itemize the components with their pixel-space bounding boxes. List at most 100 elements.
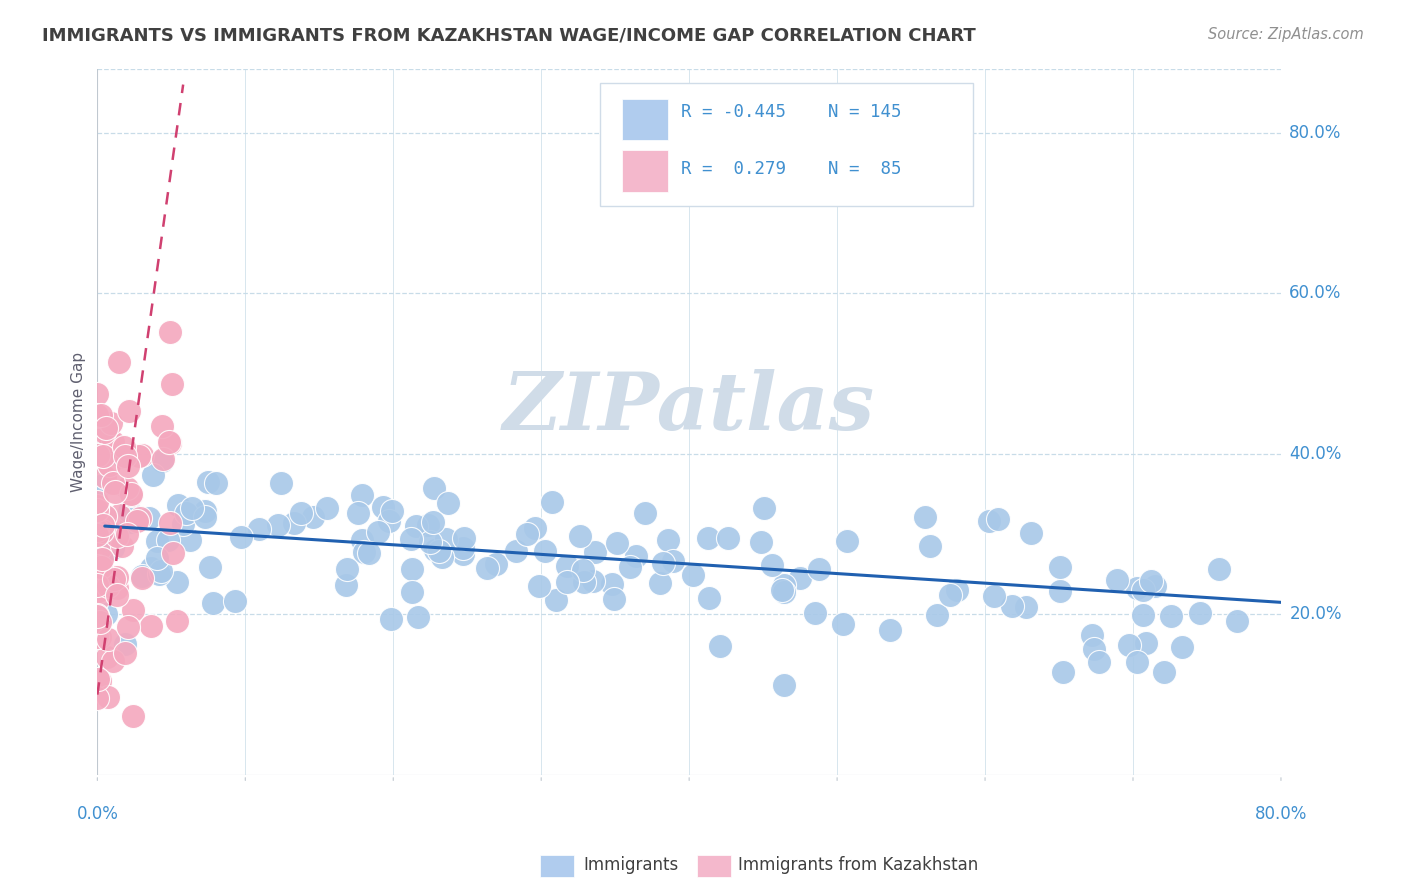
Point bbox=[770, 583, 793, 598]
Point bbox=[347, 506, 370, 520]
Point bbox=[353, 545, 375, 559]
Point bbox=[437, 496, 460, 510]
Point bbox=[86, 503, 108, 517]
Point bbox=[108, 508, 131, 523]
Point bbox=[121, 709, 143, 723]
Point bbox=[128, 511, 150, 525]
Point bbox=[101, 541, 124, 555]
Point bbox=[378, 514, 401, 528]
Point bbox=[114, 449, 136, 463]
Point bbox=[89, 541, 111, 555]
Point bbox=[1019, 525, 1042, 540]
Point bbox=[717, 531, 740, 545]
Point bbox=[555, 574, 578, 589]
Point bbox=[1052, 665, 1074, 679]
Point bbox=[406, 610, 429, 624]
Point bbox=[108, 354, 131, 368]
Point bbox=[86, 500, 108, 515]
Point bbox=[96, 650, 118, 665]
Point bbox=[430, 549, 453, 564]
Point bbox=[152, 451, 174, 466]
Point bbox=[115, 481, 138, 495]
Point bbox=[270, 475, 292, 490]
Point bbox=[1171, 640, 1194, 654]
Point bbox=[516, 527, 538, 541]
Point bbox=[197, 475, 219, 490]
Point bbox=[93, 425, 115, 440]
Point bbox=[159, 516, 181, 530]
Point bbox=[166, 614, 188, 628]
Point bbox=[86, 524, 108, 538]
Point bbox=[422, 515, 444, 529]
Point bbox=[229, 530, 252, 544]
Point bbox=[91, 450, 114, 464]
Point bbox=[181, 501, 204, 516]
Point bbox=[301, 510, 323, 524]
Text: 80.0%: 80.0% bbox=[1289, 124, 1341, 142]
Point bbox=[86, 623, 108, 637]
Point bbox=[1189, 607, 1212, 621]
Point bbox=[160, 376, 183, 391]
Point bbox=[97, 690, 120, 704]
Point bbox=[198, 560, 221, 574]
Point bbox=[131, 571, 153, 585]
Point bbox=[381, 504, 404, 518]
Point bbox=[267, 517, 290, 532]
Point bbox=[166, 498, 188, 512]
Point bbox=[453, 541, 475, 555]
Text: Immigrants from Kazakhstan: Immigrants from Kazakhstan bbox=[738, 856, 979, 874]
Point bbox=[1083, 641, 1105, 656]
Point bbox=[152, 419, 174, 434]
Point bbox=[247, 522, 270, 536]
Point bbox=[118, 504, 141, 518]
Point bbox=[120, 487, 142, 501]
FancyBboxPatch shape bbox=[600, 83, 973, 206]
Point bbox=[131, 569, 153, 583]
Point bbox=[682, 567, 704, 582]
Point bbox=[120, 488, 142, 502]
Point bbox=[650, 575, 672, 590]
Point bbox=[179, 533, 201, 547]
Point bbox=[111, 450, 134, 464]
Point bbox=[86, 494, 108, 508]
Point bbox=[987, 512, 1010, 526]
Point bbox=[434, 532, 457, 546]
Point bbox=[661, 554, 683, 568]
Point bbox=[419, 535, 441, 549]
Point bbox=[86, 607, 108, 622]
Point bbox=[335, 577, 357, 591]
Point bbox=[571, 563, 593, 577]
Point bbox=[555, 558, 578, 573]
Point bbox=[104, 485, 127, 500]
Point bbox=[697, 531, 720, 545]
Point bbox=[86, 578, 108, 592]
Point bbox=[101, 654, 124, 668]
Point bbox=[423, 481, 446, 495]
Point bbox=[112, 440, 135, 454]
Text: R =  0.279    N =  85: R = 0.279 N = 85 bbox=[681, 160, 901, 178]
Point bbox=[86, 691, 108, 706]
Point bbox=[166, 574, 188, 589]
Point bbox=[120, 516, 142, 530]
Point bbox=[789, 571, 811, 585]
Point bbox=[103, 476, 125, 491]
Point bbox=[1143, 579, 1166, 593]
Point bbox=[652, 556, 675, 570]
Point bbox=[837, 533, 859, 548]
Point bbox=[86, 499, 108, 513]
Text: IMMIGRANTS VS IMMIGRANTS FROM KAZAKHSTAN WAGE/INCOME GAP CORRELATION CHART: IMMIGRANTS VS IMMIGRANTS FROM KAZAKHSTAN… bbox=[42, 27, 976, 45]
Point bbox=[572, 575, 595, 590]
Point bbox=[416, 518, 439, 533]
Point bbox=[1226, 614, 1249, 628]
Point bbox=[90, 524, 112, 538]
Point bbox=[832, 617, 855, 632]
Point bbox=[772, 584, 794, 599]
Point bbox=[401, 585, 423, 599]
Point bbox=[773, 678, 796, 692]
Text: 20.0%: 20.0% bbox=[1289, 606, 1341, 624]
Point bbox=[162, 546, 184, 560]
Point bbox=[86, 608, 108, 623]
Point bbox=[807, 562, 830, 576]
Point bbox=[87, 448, 110, 462]
Point bbox=[159, 325, 181, 339]
